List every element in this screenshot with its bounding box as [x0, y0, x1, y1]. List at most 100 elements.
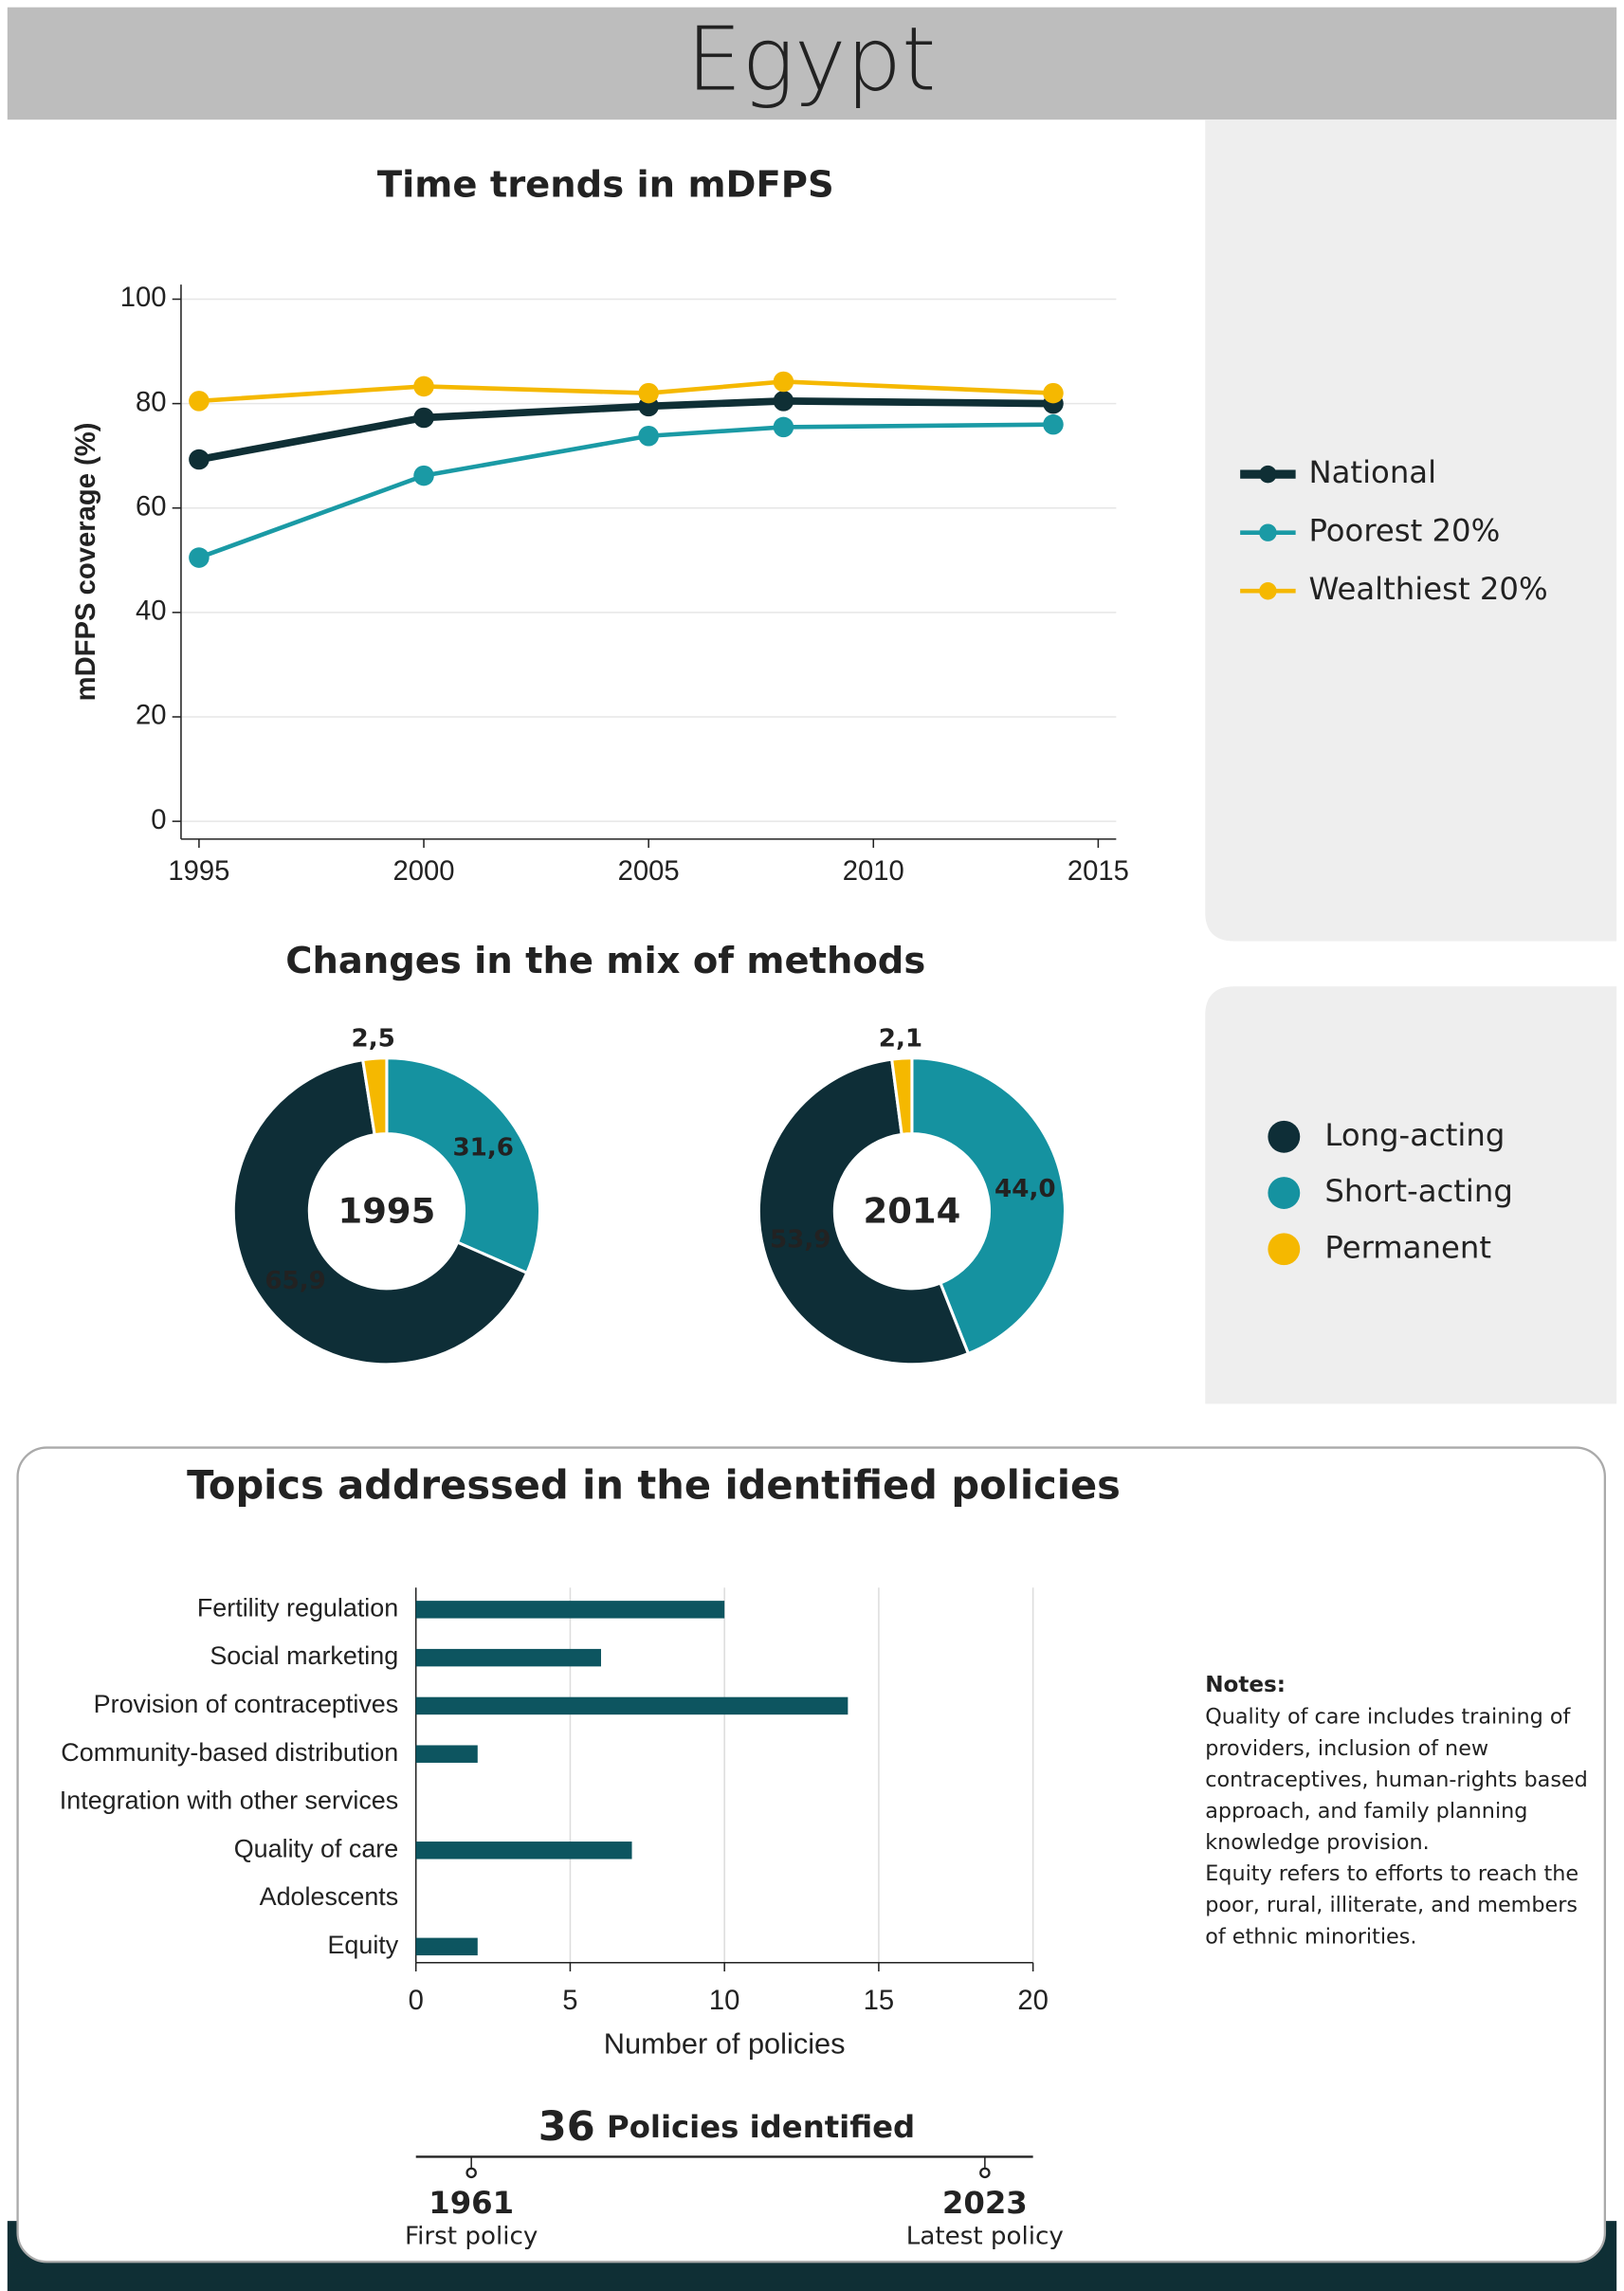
- timeline-year: 1961: [429, 2185, 514, 2221]
- chart-title: Time trends in mDFPS: [377, 163, 834, 206]
- bar: [415, 1937, 478, 1956]
- x-tick-label: 2005: [618, 856, 680, 887]
- donut-slice: [231, 1057, 529, 1366]
- header-bar: [7, 7, 1617, 120]
- legend-label: Poorest 20%: [1308, 513, 1500, 549]
- x-tick-label: 20: [1017, 1986, 1049, 2016]
- y-tick-label: Integration with other services: [60, 1787, 398, 1815]
- x-tick-label: 2010: [843, 856, 904, 887]
- y-tick-label: Equity: [327, 1931, 398, 1959]
- value-label: 65,9: [265, 1267, 326, 1295]
- donut-center-label: 2014: [864, 1190, 961, 1231]
- notes-line: providers, inclusion of new: [1205, 1736, 1488, 1761]
- legend-label: Short-acting: [1324, 1173, 1512, 1209]
- policy-box: [16, 1446, 1607, 2264]
- policy-count-number: 36: [538, 2103, 595, 2151]
- y-tick-label: 100: [120, 283, 167, 313]
- series-point: [773, 416, 794, 438]
- donut-slice: [360, 1056, 389, 1137]
- series-point: [413, 407, 434, 429]
- y-tick-label: Adolescents: [260, 1882, 399, 1911]
- legend-marker: [1259, 465, 1277, 484]
- y-tick-label: 60: [136, 491, 167, 522]
- policy-count-label: Policies identified: [607, 2109, 915, 2145]
- y-tick-label: Social marketing: [210, 1641, 398, 1670]
- series-line: [198, 397, 1053, 464]
- donut-slice: [757, 1057, 971, 1366]
- legend-panel: [1205, 119, 1617, 942]
- x-tick-label: 2015: [1067, 856, 1129, 887]
- bar: [415, 1842, 632, 1860]
- notes-line: of ethnic minorities.: [1205, 1924, 1416, 1949]
- y-tick-label: 80: [136, 387, 167, 417]
- x-tick-label: 5: [562, 1986, 577, 2016]
- timeline-label: Latest policy: [906, 2223, 1064, 2251]
- timeline-label: First policy: [405, 2223, 538, 2251]
- series-point: [413, 465, 434, 486]
- timeline-marker: [465, 2167, 477, 2179]
- series-point: [1043, 382, 1064, 404]
- notes-line: approach, and family planning: [1205, 1799, 1527, 1824]
- legend-marker: [1259, 582, 1277, 600]
- legend-panel: [1205, 986, 1617, 1404]
- x-tick-label: 10: [709, 1986, 740, 2016]
- timeline-marker: [979, 2167, 991, 2179]
- chart-title: Topics addressed in the identified polic…: [187, 1462, 1121, 1509]
- series-point: [773, 391, 794, 412]
- y-axis-label: mDFPS coverage (%): [71, 423, 101, 702]
- notes-line: knowledge provision.: [1205, 1830, 1429, 1855]
- x-tick-label: 0: [409, 1986, 424, 2016]
- value-label: 31,6: [452, 1133, 514, 1162]
- series-point: [773, 371, 794, 393]
- series-point: [413, 376, 434, 397]
- notes-line: Equity refers to efforts to reach the: [1205, 1861, 1578, 1886]
- value-label: 53,9: [770, 1225, 831, 1254]
- legend-marker: [1268, 1177, 1301, 1209]
- x-tick-label: 2000: [393, 856, 455, 887]
- value-label: 2,5: [352, 1025, 395, 1054]
- y-tick-label: Fertility regulation: [197, 1593, 398, 1622]
- timeline-year: 2023: [942, 2185, 1028, 2221]
- legend-label: National: [1308, 454, 1436, 490]
- series-point: [638, 425, 659, 447]
- y-tick-label: Quality of care: [234, 1834, 398, 1862]
- x-tick-label: 1995: [168, 856, 229, 887]
- series-point: [189, 449, 210, 470]
- bar: [415, 1601, 725, 1619]
- legend-marker: [1268, 1120, 1301, 1153]
- donut-slice: [910, 1056, 1067, 1356]
- y-tick-label: 40: [136, 596, 167, 627]
- series-point: [189, 547, 210, 568]
- donut-slice: [889, 1056, 914, 1137]
- value-label: 2,1: [879, 1025, 922, 1054]
- bar: [415, 1648, 601, 1667]
- series-line: [198, 379, 1054, 404]
- notes-line: Quality of care includes training of: [1205, 1705, 1571, 1730]
- x-tick-label: 15: [864, 1986, 895, 2016]
- page-title: Egypt: [686, 9, 936, 111]
- y-tick-label: Provision of contraceptives: [94, 1690, 399, 1718]
- y-tick-label: 20: [136, 701, 167, 731]
- notes-line: poor, rural, illiterate, and members: [1205, 1893, 1578, 1917]
- notes-title: Notes:: [1205, 1673, 1286, 1697]
- series-point: [189, 391, 210, 412]
- donut-slice: [385, 1056, 541, 1275]
- bar: [415, 1696, 848, 1715]
- series-point: [1043, 413, 1064, 435]
- notes-line: contraceptives, human-rights based: [1205, 1768, 1588, 1792]
- policy-count: 36 Policies identified: [538, 2103, 915, 2151]
- legend-marker: [1268, 1233, 1301, 1266]
- legend-label: Long-acting: [1324, 1117, 1505, 1153]
- legend-label: Wealthiest 20%: [1308, 571, 1547, 607]
- donut-center-label: 1995: [338, 1190, 436, 1231]
- y-tick-label: 0: [151, 805, 166, 835]
- x-axis-label: Number of policies: [604, 2027, 846, 2061]
- series-line: [198, 422, 1053, 560]
- value-label: 44,0: [994, 1175, 1056, 1203]
- legend-marker: [1259, 523, 1277, 541]
- chart-title: Changes in the mix of methods: [285, 940, 925, 982]
- y-tick-label: Community-based distribution: [61, 1738, 398, 1767]
- series-point: [638, 382, 659, 404]
